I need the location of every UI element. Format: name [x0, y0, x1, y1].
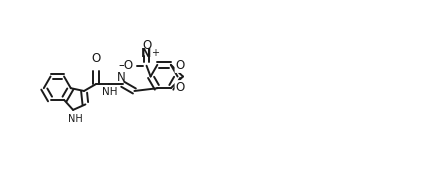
Text: O: O	[91, 52, 100, 65]
Text: +: +	[151, 48, 159, 58]
Text: O: O	[175, 81, 184, 94]
Text: N: N	[117, 71, 126, 84]
Text: –O: –O	[118, 59, 133, 72]
Text: O: O	[175, 59, 184, 72]
Text: N: N	[141, 47, 152, 60]
Text: NH: NH	[68, 114, 83, 124]
Text: O: O	[142, 39, 151, 52]
Text: NH: NH	[102, 87, 118, 97]
